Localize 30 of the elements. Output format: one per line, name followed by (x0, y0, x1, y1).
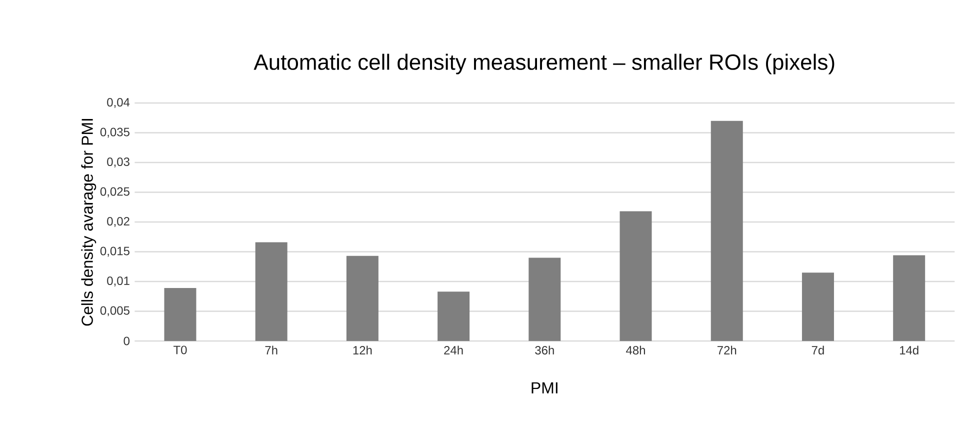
y-tick-label: 0,035 (100, 128, 130, 138)
bar (438, 292, 470, 341)
x-tick-label: 36h (535, 346, 554, 355)
y-tick-label: 0,03 (107, 158, 130, 168)
x-tick-label: 24h (444, 346, 463, 354)
y-tick-label: 0,01 (107, 276, 130, 286)
x-axis-title: PMI (532, 382, 558, 394)
bar (710, 120, 743, 341)
chart-title: Automatic cell density measurement – smaller ROIs (pixels) (254, 54, 834, 74)
x-tick-label: T0 (174, 346, 187, 354)
x-tick-label: 7d (812, 346, 824, 355)
bar (620, 211, 652, 341)
y-tick-label: 0,005 (100, 306, 130, 316)
bar (893, 255, 926, 341)
x-tick-label: 12h (353, 346, 372, 354)
bar (255, 242, 288, 341)
y-tick-label: 0 (124, 336, 130, 346)
bar (346, 256, 378, 341)
y-tick-label: 0,04 (107, 98, 130, 108)
x-tick-label: 7h (265, 346, 278, 354)
y-tick-label: 0,02 (107, 217, 130, 227)
bar (528, 258, 561, 341)
y-axis-title: Cells density avarage for PMI (81, 119, 96, 326)
y-tick-label: 0,025 (100, 187, 130, 198)
x-tick-label: 14d (900, 346, 918, 355)
y-tick-label: 0,015 (100, 246, 130, 257)
bar (802, 272, 834, 341)
bar (164, 288, 196, 341)
x-tick-label: 48h (626, 346, 645, 355)
x-tick-label: 72h (717, 346, 736, 354)
